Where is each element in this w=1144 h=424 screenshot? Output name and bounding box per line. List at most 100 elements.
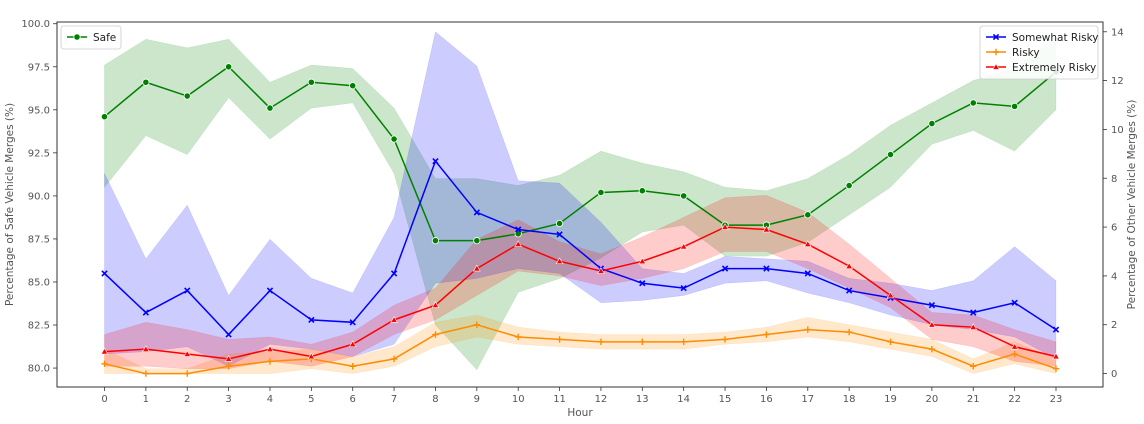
extremely-risky-point bbox=[1010, 342, 1019, 350]
series-lines bbox=[103, 65, 1057, 375]
extremely-risky-point bbox=[886, 291, 895, 299]
x-tick-label: 11 bbox=[553, 394, 566, 405]
x-tick-label: 3 bbox=[225, 394, 231, 405]
somewhat-risky-point bbox=[473, 209, 480, 216]
extremely-risky-line bbox=[104, 226, 1057, 360]
somewhat-risky-point bbox=[970, 309, 977, 316]
risky-line bbox=[104, 323, 1057, 375]
safe-point bbox=[473, 237, 481, 245]
somewhat-risky-point bbox=[1052, 326, 1060, 333]
x-tick-label: 0 bbox=[101, 394, 107, 405]
somewhat-risky-point bbox=[804, 270, 811, 277]
right-y-tick-label: 12 bbox=[1111, 76, 1124, 87]
left-y-tick-label: 85.0 bbox=[28, 277, 50, 288]
x-tick-label: 20 bbox=[926, 394, 939, 405]
legend-box bbox=[979, 25, 1099, 80]
extremely-risky-legend-marker bbox=[992, 63, 1000, 70]
left-y-tick-label: 90.0 bbox=[28, 191, 50, 202]
right-y-axis-title: Percentage of Other Vehicle Merges (%) bbox=[1126, 100, 1138, 310]
risky-point bbox=[928, 345, 936, 353]
x-tick-label: 4 bbox=[267, 394, 273, 405]
safe-point bbox=[431, 237, 440, 245]
safe-point bbox=[886, 150, 895, 159]
risky-point bbox=[845, 328, 853, 336]
risky-point bbox=[390, 355, 398, 363]
risky-point bbox=[680, 338, 687, 346]
risky-point bbox=[225, 363, 232, 370]
extremely-risky-point bbox=[762, 225, 771, 233]
x-tick-label: 2 bbox=[184, 394, 190, 405]
extremely-risky-point bbox=[597, 267, 605, 274]
risky-point bbox=[432, 331, 439, 338]
safe-legend-marker bbox=[73, 33, 81, 41]
x-tick-label: 8 bbox=[432, 394, 438, 405]
safe-point bbox=[183, 92, 191, 100]
x-tick-label: 14 bbox=[677, 394, 690, 405]
safe-point bbox=[597, 188, 605, 197]
right-y-tick-label: 6 bbox=[1111, 223, 1117, 234]
safe-point bbox=[638, 187, 646, 195]
legend-left: Safe bbox=[60, 25, 122, 50]
risky-legend-label: Risky bbox=[1012, 47, 1040, 59]
extremely-risky-point bbox=[100, 347, 109, 355]
left-y-tick-label: 87.5 bbox=[28, 234, 50, 245]
safe-band bbox=[104, 37, 1057, 371]
x-tick-label: 19 bbox=[884, 394, 897, 405]
series-markers bbox=[100, 63, 1060, 377]
somewhat-risky-legend-label: Somewhat Risky bbox=[1012, 32, 1099, 44]
left-y-tick-label: 82.5 bbox=[28, 321, 50, 332]
x-tick-label: 10 bbox=[512, 394, 525, 405]
extremely-risky-point bbox=[390, 315, 398, 323]
legend-box bbox=[60, 25, 122, 50]
risky-point bbox=[970, 363, 977, 370]
x-tick-label: 15 bbox=[719, 394, 732, 405]
left-y-tick-label: 92.5 bbox=[28, 148, 50, 159]
x-tick-label: 18 bbox=[843, 394, 856, 405]
risky-point bbox=[1052, 365, 1060, 372]
legend-right: Somewhat Risky Risky Extremely Risky bbox=[979, 25, 1099, 80]
safe-point bbox=[845, 181, 853, 190]
somewhat-risky-point bbox=[349, 319, 356, 326]
extremely-risky-point bbox=[679, 242, 688, 250]
safe-point bbox=[100, 113, 109, 121]
left-y-tick-label: 97.5 bbox=[28, 62, 50, 73]
left-y-tick-label: 95.0 bbox=[28, 105, 50, 116]
somewhat-risky-point bbox=[225, 331, 232, 338]
safe-point bbox=[225, 63, 233, 71]
left-y-tick-label: 80.0 bbox=[28, 364, 50, 375]
left-y-axis-title: Percentage of Safe Vehicle Merges (%) bbox=[4, 103, 16, 306]
x-tick-label: 12 bbox=[595, 394, 608, 405]
somewhat-risky-point bbox=[184, 287, 191, 294]
somewhat-risky-point bbox=[515, 226, 522, 233]
x-tick-label: 9 bbox=[474, 394, 480, 405]
x-tick-label: 22 bbox=[1008, 394, 1021, 405]
right-y-tick-label: 8 bbox=[1111, 174, 1117, 185]
extremely-risky-point bbox=[928, 320, 936, 328]
risky-point bbox=[597, 338, 605, 346]
risky-point bbox=[1011, 350, 1018, 358]
somewhat-risky-point bbox=[1011, 299, 1018, 306]
x-tick-label: 5 bbox=[308, 394, 314, 405]
safe-point bbox=[390, 135, 398, 143]
extremely-risky-point bbox=[224, 355, 233, 362]
extremely-risky-point bbox=[803, 240, 812, 247]
extremely-risky-point bbox=[638, 257, 647, 265]
extremely-risky-point bbox=[721, 223, 729, 230]
somewhat-risky-point bbox=[680, 284, 687, 292]
extremely-risky-point bbox=[514, 240, 523, 247]
x-tick-label: 7 bbox=[391, 394, 397, 405]
somewhat-risky-point bbox=[142, 309, 150, 316]
risky-point bbox=[763, 331, 770, 338]
safe-point bbox=[804, 211, 812, 219]
extremely-risky-point bbox=[969, 323, 978, 330]
somewhat-risky-point bbox=[432, 157, 439, 165]
confidence-bands bbox=[104, 31, 1057, 374]
right-y-tick-label: 0 bbox=[1111, 369, 1117, 380]
safe-line bbox=[104, 65, 1057, 242]
right-y-tick-label: 2 bbox=[1111, 320, 1117, 331]
risky-point bbox=[721, 336, 729, 343]
somewhat-risky-point bbox=[721, 265, 729, 272]
somewhat-risky-point bbox=[639, 280, 646, 287]
somewhat-risky-point bbox=[845, 287, 853, 294]
safe-point bbox=[307, 78, 315, 86]
